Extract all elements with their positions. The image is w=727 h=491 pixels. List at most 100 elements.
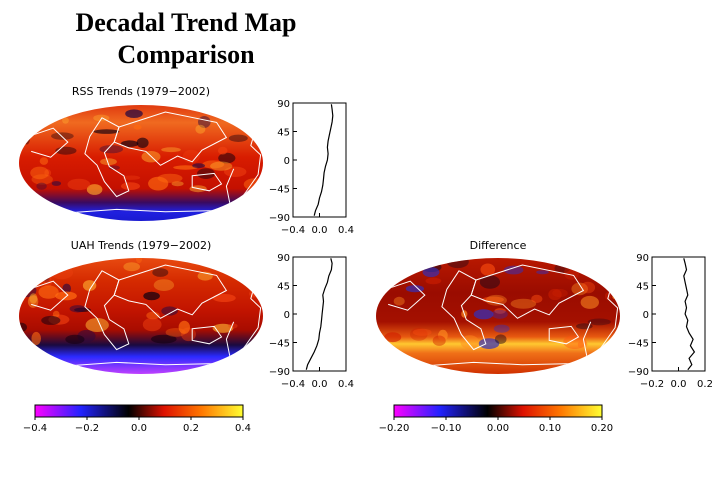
map-anomaly-patch [19, 283, 24, 291]
map-anomaly-patch [536, 270, 549, 275]
map-anomaly-patch [51, 181, 62, 186]
map-anomaly-patch [93, 129, 120, 134]
map-anomaly-patch [402, 259, 429, 270]
continent-outline [191, 325, 223, 345]
map-anomaly-patch [148, 176, 169, 191]
zonal-mean-line [313, 104, 334, 216]
continent-outline [424, 361, 572, 367]
map-anomaly-patch [122, 175, 141, 180]
map-anomaly-patch [432, 335, 446, 346]
colorbar-tick-label: 0.20 [591, 423, 613, 434]
page-title-line-2: Comparison [117, 40, 255, 69]
map-anomaly-patch [217, 146, 228, 155]
map-anomaly-patch [580, 281, 596, 294]
map-anomaly-patch [571, 282, 588, 296]
map-anomaly-patch [608, 274, 620, 280]
map-anomaly-patch [510, 298, 537, 309]
map-anomaly-patch [425, 277, 442, 285]
continent-outline [548, 325, 580, 345]
map-anomaly-patch [178, 320, 190, 334]
map-anomaly-patch [136, 137, 149, 148]
map-anomaly-patch [412, 328, 432, 336]
y-tick-label: 90 [277, 99, 290, 110]
x-tick-label: 0.2 [697, 379, 713, 390]
map-texture [19, 105, 263, 214]
map-anomaly-patch [612, 293, 620, 301]
map-anomaly-patch [228, 323, 238, 329]
x-tick-label: 0.0 [671, 379, 687, 390]
map-anomaly-patch [146, 311, 160, 320]
map-anomaly-patch [19, 322, 28, 332]
map-texture [376, 258, 620, 367]
map-anomaly-patch [55, 291, 77, 301]
y-tick-label: 90 [277, 253, 290, 264]
map-anomaly-patch [480, 263, 496, 276]
map-anomaly-patch [30, 166, 49, 180]
y-tick-label: 45 [277, 282, 290, 293]
y-tick-label: 0 [643, 310, 649, 321]
map-anomaly-patch [243, 178, 263, 191]
map-anomaly-patch [171, 181, 184, 187]
map-anomaly-patch [503, 265, 524, 275]
map-anomaly-patch [493, 324, 510, 333]
map-anomaly-patch [38, 285, 59, 299]
map-anomaly-patch [580, 258, 597, 272]
trend-map [19, 258, 263, 374]
colorbar-tick-label: 0.10 [539, 423, 561, 434]
map-anomaly-patch [23, 130, 31, 145]
map-anomaly-patch [173, 165, 198, 170]
map-anomaly-patch [548, 288, 562, 301]
map-anomaly-patch [29, 293, 38, 304]
x-tick-label: −0.4 [281, 379, 305, 390]
x-tick-label: 0.0 [312, 379, 328, 390]
x-tick-label: −0.2 [640, 379, 664, 390]
map-anomaly-patch [376, 269, 386, 281]
colorbar-tick-label: 0.2 [183, 423, 199, 434]
map-anomaly-patch [563, 335, 587, 349]
continent-outline [385, 280, 426, 311]
map-anomaly-patch [197, 168, 215, 180]
map-anomaly-patch [245, 122, 263, 128]
map-anomaly-patch [563, 266, 580, 280]
map-anomaly-patch [19, 282, 27, 294]
colorbar-tick-label: 0.4 [235, 423, 251, 434]
map-anomaly-patch [446, 258, 469, 269]
map-anomaly-patch [212, 323, 234, 333]
map-anomaly-patch [236, 115, 257, 126]
map-anomaly-patch [62, 117, 69, 124]
map-anomaly-patch [228, 134, 248, 142]
map-anomaly-patch [39, 157, 49, 165]
map-anomaly-patch [152, 268, 169, 277]
map-anomaly-patch [494, 308, 506, 314]
map-anomaly-patch [67, 178, 91, 191]
trend-map [376, 258, 620, 374]
y-tick-label: −45 [628, 339, 649, 350]
map-anomaly-patch [219, 105, 227, 113]
map-anomaly-patch [27, 295, 39, 308]
map-anomaly-patch [36, 182, 47, 190]
map-title: Difference [470, 239, 527, 252]
y-tick-label: 0 [284, 310, 290, 321]
colorbar [34, 404, 244, 418]
continent-outline [113, 111, 228, 166]
map-anomaly-patch [100, 158, 117, 166]
map-anomaly-patch [62, 283, 71, 294]
continent-outline [113, 264, 228, 319]
y-tick-label: −90 [269, 367, 290, 378]
map-anomaly-patch [121, 182, 140, 191]
zonal-mean-line [683, 258, 696, 371]
map-anomaly-patch [404, 265, 417, 275]
y-tick-label: −45 [269, 339, 290, 350]
map-anomaly-patch [393, 296, 405, 306]
map-anomaly-patch [376, 262, 385, 270]
map-anomaly-patch [151, 334, 177, 344]
x-tick-label: 0.4 [338, 225, 354, 236]
map-anomaly-patch [35, 260, 48, 269]
map-anomaly-patch [50, 266, 74, 280]
continent-outline [28, 280, 69, 311]
map-anomaly-patch [161, 306, 178, 316]
map-anomaly-patch [224, 166, 247, 177]
map-anomaly-patch [125, 109, 143, 118]
map-anomaly-patch [86, 184, 103, 195]
